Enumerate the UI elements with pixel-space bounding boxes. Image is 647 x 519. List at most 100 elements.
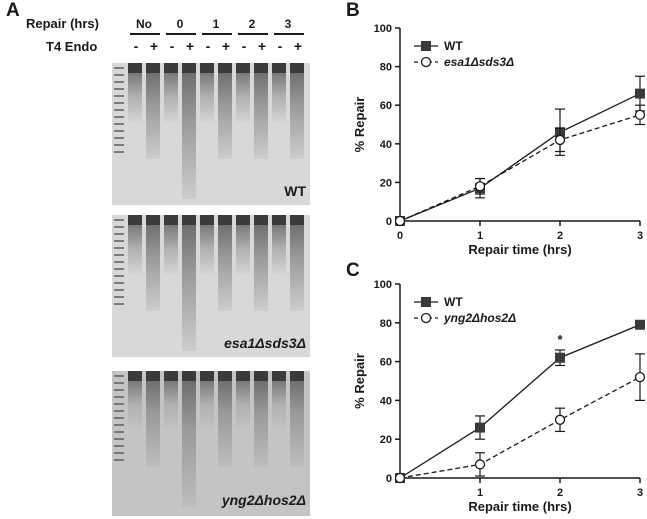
gel-well	[218, 63, 232, 73]
gel-label-esa1sds3: esa1Δsds3Δ	[224, 335, 306, 351]
repair-header: Repair (hrs)	[26, 16, 99, 31]
gel-well	[200, 63, 214, 73]
data-point	[475, 422, 485, 433]
series-line	[399, 376, 641, 479]
gel-lane	[200, 377, 214, 432]
gel-well	[146, 215, 160, 225]
data-point	[474, 181, 486, 192]
gel-well	[236, 371, 250, 381]
minus-sign: -	[169, 38, 175, 54]
gel-label-wt: WT	[284, 183, 306, 199]
timepoint-underline	[238, 33, 268, 35]
gel-lane	[254, 377, 268, 467]
gel-well	[146, 63, 160, 73]
gel-well	[290, 215, 304, 225]
x-tick-label: 3	[637, 230, 643, 242]
timepoint-label: 1	[212, 17, 220, 31]
timepoint-label: No	[136, 17, 152, 31]
legend-marker	[421, 41, 431, 51]
y-axis-label: % Repair	[352, 97, 367, 153]
gel-lane	[164, 377, 178, 432]
gel-lane	[182, 377, 196, 507]
gel-well	[254, 215, 268, 225]
legend-label: yng2Δhos2Δ	[443, 311, 516, 325]
y-tick-label: 60	[380, 100, 392, 112]
significance-asterisk: *	[557, 332, 563, 347]
gel-label-yng2hos2: yng2Δhos2Δ	[221, 492, 306, 508]
data-point	[394, 215, 406, 227]
panel-c-letter: C	[346, 260, 360, 281]
x-tick-label: 1	[477, 230, 483, 242]
x-axis-label: Repair time (hrs)	[468, 499, 571, 514]
gel-image-esa1sds3	[112, 215, 310, 357]
legend-marker	[420, 56, 432, 68]
gel-lane	[290, 69, 304, 159]
gel-well	[254, 371, 268, 381]
gel-lane	[182, 221, 196, 351]
y-tick-label: 0	[386, 216, 392, 228]
gel-lane	[128, 69, 142, 124]
y-tick-label: 60	[380, 357, 392, 369]
timepoint-label: 3	[284, 17, 292, 31]
legend-marker	[421, 297, 431, 307]
gel-image-wt	[112, 63, 310, 205]
timepoint-underline	[274, 33, 304, 35]
x-axis-label: Repair time (hrs)	[468, 242, 571, 257]
data-point	[635, 319, 645, 330]
data-point	[555, 352, 565, 363]
series-line	[399, 324, 641, 479]
data-point	[634, 371, 646, 383]
ladder-lane	[114, 375, 124, 465]
y-tick-label: 40	[380, 395, 392, 407]
plus-sign: +	[293, 38, 303, 54]
gel-lane	[272, 69, 286, 124]
timepoint-underline	[202, 33, 232, 35]
panel-b-letter: B	[346, 0, 360, 21]
gel-well	[236, 63, 250, 73]
timepoint-underline	[166, 33, 196, 35]
gel-well	[290, 371, 304, 381]
data-point	[634, 109, 646, 120]
ladder-lane	[114, 219, 124, 309]
legend-label: WT	[444, 39, 463, 53]
gel-lane	[164, 69, 178, 124]
timepoint-underline	[130, 33, 160, 35]
x-tick-label: 0	[397, 230, 403, 242]
gel-lane	[182, 69, 196, 199]
gel-lane	[290, 221, 304, 311]
x-tick-label: 1	[477, 487, 483, 499]
x-tick-label: 3	[637, 487, 643, 499]
x-tick-label: 2	[557, 230, 563, 242]
gel-well	[164, 215, 178, 225]
gel-lane	[290, 377, 304, 467]
y-tick-label: 20	[380, 434, 392, 446]
gel-well	[164, 371, 178, 381]
gel-well	[182, 371, 196, 381]
plus-sign: +	[257, 38, 267, 54]
gel-lane	[200, 69, 214, 124]
gel-lane	[236, 377, 250, 432]
data-point	[554, 134, 566, 146]
data-point	[474, 459, 486, 470]
gel-lane	[200, 221, 214, 276]
gel-well	[272, 371, 286, 381]
gel-lane	[236, 221, 250, 276]
gel-lane	[128, 377, 142, 432]
gel-well	[272, 215, 286, 225]
gel-well	[218, 215, 232, 225]
plus-sign: +	[149, 38, 159, 54]
data-point	[635, 88, 645, 99]
legend-marker	[420, 312, 432, 324]
gel-well	[146, 371, 160, 381]
gel-image-yng2hos2	[112, 371, 310, 516]
gel-well	[164, 63, 178, 73]
gel-well	[290, 63, 304, 73]
gel-lane	[164, 221, 178, 276]
y-tick-label: 0	[386, 473, 392, 485]
plus-sign: +	[221, 38, 231, 54]
gel-well	[182, 215, 196, 225]
gel-well	[272, 63, 286, 73]
y-tick-label: 20	[380, 177, 392, 189]
chart-b: 0 20 40 60 80 100 0 1 2 3 Repair time (hrs) % Repai…	[352, 23, 646, 257]
gel-lane	[272, 221, 286, 276]
